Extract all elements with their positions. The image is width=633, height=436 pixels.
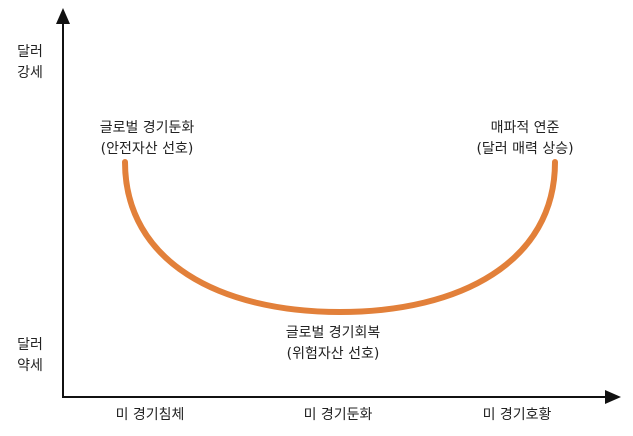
y-label: 강세: [17, 65, 43, 81]
y-axis-arrow: [56, 8, 70, 24]
y-label: 약세: [17, 358, 43, 374]
y-label: 달러: [17, 44, 43, 60]
x-label: 미 경기둔화: [304, 407, 373, 423]
annotation: (달러 매력 상승): [476, 141, 573, 157]
x-label: 미 경기호황: [483, 407, 552, 423]
annotation: (안전자산 선호): [101, 141, 194, 157]
annotation: 매파적 연준: [491, 120, 560, 136]
annotation: 글로벌 경기회복: [286, 325, 381, 341]
x-label: 미 경기침체: [116, 407, 185, 423]
smile-curve: [122, 159, 558, 316]
y-label: 달러: [17, 337, 43, 353]
x-axis-arrow: [605, 390, 621, 404]
annotation: 글로벌 경기둔화: [100, 120, 195, 136]
annotation: (위험자산 선호): [287, 346, 380, 362]
